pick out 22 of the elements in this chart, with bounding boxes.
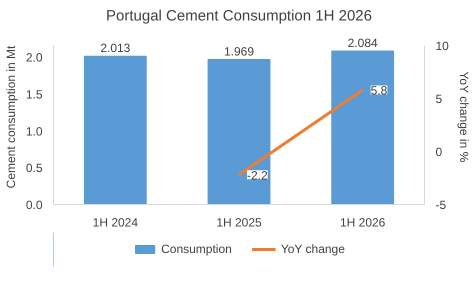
data-label: 2.013 (100, 41, 131, 56)
data-label: 1.969 (224, 44, 254, 58)
x-tick-label: 1H 2025 (216, 216, 262, 230)
data-label: 2.084 (348, 36, 378, 50)
y-axis-title: Cement consumption in Mt (4, 44, 18, 188)
x-tick-label: 1H 2026 (340, 216, 386, 230)
y-tick-label: 0.5 (26, 161, 43, 176)
y-tick-label: 1.5 (26, 88, 43, 102)
y2-tick-label: 5 (436, 92, 442, 106)
y2-tick-label: -5 (436, 198, 446, 212)
chart-title: Portugal Cement Consumption 1H 2026 (106, 8, 372, 24)
y2-axis-title: YoY change in % (456, 72, 471, 163)
y2-tick-label: 0 (436, 144, 442, 159)
y2-tick-label: 10 (436, 38, 450, 53)
data-label: -2.2 (247, 168, 268, 182)
y-tick-label: 1.0 (26, 124, 43, 138)
x-tick-label: 1H 2024 (92, 216, 138, 230)
y-tick-label: 2.0 (26, 50, 43, 65)
legend-label: Consumption (161, 242, 232, 256)
legend-label: YoY change (280, 242, 345, 256)
data-label: 5.8 (370, 83, 388, 98)
y-tick-label: 0.0 (26, 198, 43, 212)
